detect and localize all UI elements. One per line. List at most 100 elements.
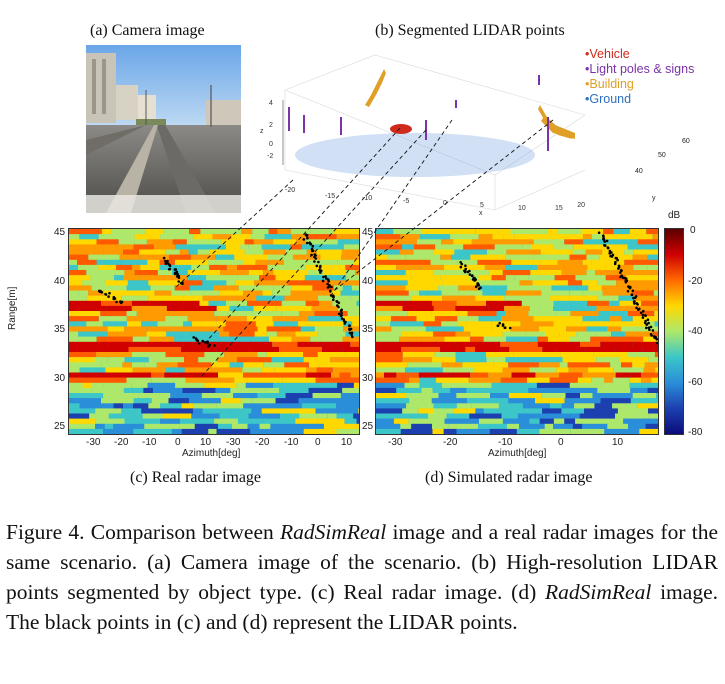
radar-cell [643,336,658,342]
radar-cell [455,357,487,363]
radar-cell [527,377,550,383]
radar-cell [602,234,622,240]
radar-cell [581,321,614,327]
radar-cell [433,403,457,409]
radar-cell [528,387,561,394]
radar-cell [272,290,291,296]
radar-cell [333,285,343,291]
radar-cell [283,285,292,291]
radar-cell [205,244,226,250]
radar-cell [376,280,408,286]
radar-cell [509,346,543,353]
radar-cell [116,264,132,271]
radar-cell [122,362,132,368]
caption-end: image. The black points in (c) and (d) r… [6,580,718,634]
radar-cell [402,305,434,312]
lidar-overlay-point [329,290,332,293]
lidar-overlay-point [340,308,344,312]
radar-cell [231,423,248,430]
radar-cell [268,254,293,260]
radar-cell [644,362,658,368]
radar-cell [624,331,653,337]
lidar-overlay-point [311,244,315,248]
radar-cell [146,326,179,332]
radar-cell [438,393,457,399]
radar-cell [91,387,124,394]
radar-cell [196,326,224,332]
lidar-overlay-point [632,296,635,300]
radar-cell [103,382,132,389]
radar-cell [108,413,143,419]
radar-cell [221,239,245,245]
lidar-overlay-point [508,326,512,330]
radar-cell [103,290,124,296]
radar-cell [177,362,212,368]
radar-cell [612,403,638,409]
radar-cell [491,321,521,327]
radar-cell [551,285,577,291]
radar-cell [298,280,330,286]
radar-cell [505,254,534,260]
radar-cell [605,275,626,281]
radar-cell [502,331,526,337]
radar-cell [334,229,359,235]
radar-cell [376,336,399,342]
radar-cell [290,229,311,235]
radar-cell [275,275,305,281]
radar-cell [535,372,560,378]
lidar-overlay-point [473,279,476,282]
radar-cell [573,244,605,250]
radar-cell [488,270,503,276]
lidar-y-tick: 60 [682,138,690,145]
lidar-overlay-point [619,275,622,279]
radar-cell [376,285,406,291]
radar-cell [376,244,403,250]
lidar-x-tick: -20 [285,187,295,194]
radar-cell [604,244,628,250]
radar-cell [605,264,619,271]
radar-cell [88,254,120,260]
radar-cell [444,418,480,424]
radar-cell [421,229,457,235]
radar-cell [519,423,545,430]
radar-cell [216,321,226,327]
radar-cell [491,382,507,389]
lidar-overlay-point [496,324,500,327]
lidar-overlay-point [602,234,605,237]
radar-cell [308,316,343,322]
radar-cell [488,305,505,312]
radar-cell [456,403,472,409]
figure-caption: Figure 4. Comparison between RadSimReal … [6,517,718,637]
radar-cell [151,372,165,378]
radar-cell [88,290,104,296]
radar-cell [596,305,628,312]
lidar-overlay-point [310,253,313,257]
lidar-legend: •Vehicle •Light poles & signs •Building … [585,47,694,107]
radar-cell [69,362,102,368]
radar-cell [183,295,203,301]
camera-street-scene [86,45,241,213]
radar-cell [95,377,127,383]
legend-dot-building: • [585,77,590,91]
radar-cell [336,403,359,409]
lidar-overlay-point [613,262,617,266]
lidar-overlay-point [348,328,352,332]
radar-cell [569,290,584,296]
radar-cell [479,418,503,424]
radar-cell [237,275,252,281]
radar-cell [179,423,195,430]
radar-cell [586,326,607,332]
radar-cell [579,413,615,419]
radar-cell [113,403,124,409]
radar-cell [608,300,620,307]
lidar-overlay-point [649,325,653,329]
radar-cell [138,393,171,399]
radar-cell [133,403,149,409]
radar-cell [542,408,562,414]
radar-cell [498,403,523,409]
radar-cell [553,305,571,312]
radar-cell [467,398,486,404]
radar-cell [396,372,409,378]
radar-cell [281,311,300,317]
radar-cell [376,326,392,332]
